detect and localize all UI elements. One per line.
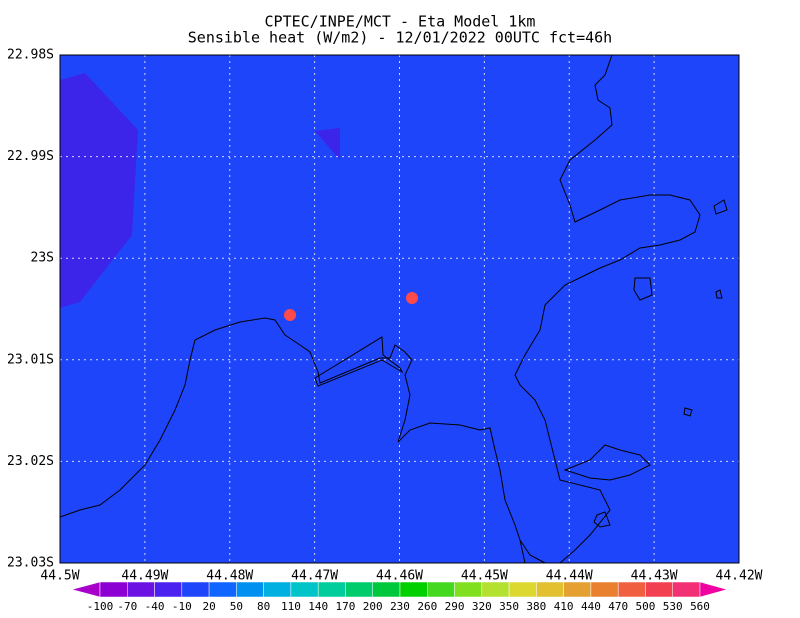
x-tick-label: 44.48W [206, 569, 253, 584]
colorbar-box [99, 581, 128, 598]
colorbar-label: 530 [663, 600, 683, 613]
colorbar-label: 440 [581, 600, 601, 613]
colorbar-label: 560 [690, 600, 710, 613]
colorbar-box [236, 581, 264, 598]
colorbar-box [508, 581, 537, 598]
coastline [59, 317, 526, 564]
colorbar-label: 380 [526, 600, 546, 613]
colorbar-box [154, 581, 183, 598]
colorbar-box [563, 581, 592, 598]
colorbar-box [127, 581, 155, 598]
colorbar-label: 110 [281, 600, 301, 613]
title-line: Sensible heat (W/m2) - 12/01/2022 00UTC … [188, 29, 612, 47]
y-tick-label: 23.02S [7, 454, 54, 469]
colorbar-label: 230 [390, 600, 410, 613]
colorbar: -100 -70 -40 -10 20 50 80 110 140 170 200 230 260 290… [71, 581, 728, 613]
colorbar-box [181, 581, 210, 598]
colorbar-box [617, 581, 646, 598]
coastline [514, 54, 701, 564]
colorbar-label: -100 [87, 600, 114, 613]
colorbar-label: 80 [257, 600, 270, 613]
x-tick-label: 44.47W [291, 569, 338, 584]
colorbar-label: 170 [336, 600, 356, 613]
colorbar-box [208, 581, 237, 598]
field-region [60, 73, 138, 308]
colorbar-box [454, 581, 483, 598]
colorbar-label: 410 [554, 600, 574, 613]
colorbar-box [481, 581, 510, 598]
colorbar-label: 200 [363, 600, 383, 613]
coastline [593, 511, 611, 528]
colorbar-end [699, 581, 728, 598]
colorbar-label: 260 [417, 600, 437, 613]
colorbar-label: 50 [230, 600, 243, 613]
colorbar-box [399, 581, 428, 598]
y-tick-label: 22.99S [7, 149, 54, 164]
coastline [314, 336, 404, 387]
colorbar-box [590, 581, 619, 598]
colorbar-box [536, 581, 564, 598]
map-frame [59, 54, 740, 564]
colorbar-label: 470 [608, 600, 628, 613]
colorbar-label: 500 [636, 600, 656, 613]
colorbar-box [317, 581, 346, 598]
x-tick-label: 44.42W [716, 569, 763, 584]
grid [60, 55, 739, 563]
coastline [633, 277, 653, 301]
colorbar-box [345, 581, 373, 598]
x-tick-label: 44.49W [121, 569, 168, 584]
colorbar-label: -70 [117, 600, 137, 613]
colorbar-label: 140 [308, 600, 328, 613]
colorbar-end [71, 581, 101, 598]
coastline [683, 407, 693, 417]
coastline [713, 199, 728, 215]
colorbar-box [645, 581, 673, 598]
x-tick-label: 44.45W [461, 569, 508, 584]
x-tick-label: 44.44W [546, 569, 593, 584]
x-tick-label: 44.43W [631, 569, 678, 584]
colorbar-label: 320 [472, 600, 492, 613]
site-marker [406, 292, 418, 304]
x-tick-label: 44.5W [40, 569, 79, 584]
colorbar-label: 290 [445, 600, 465, 613]
y-tick-label: 23S [31, 251, 54, 266]
x-tick-label: 44.46W [376, 569, 423, 584]
colorbar-box [290, 581, 319, 598]
title-line: CPTEC/INPE/MCT - Eta Model 1km [265, 13, 536, 31]
colorbar-box [427, 581, 455, 598]
site-marker [284, 309, 296, 321]
coastline [715, 289, 723, 299]
colorbar-box [672, 581, 701, 598]
y-tick-label: 23.01S [7, 352, 54, 367]
y-tick-label: 22.98S [7, 48, 54, 63]
field-region [315, 128, 340, 160]
colorbar-box [263, 581, 292, 598]
colorbar-box [372, 581, 401, 598]
colorbar-label: -40 [145, 600, 165, 613]
coastlines [59, 54, 728, 564]
colorbar-label: 20 [202, 600, 215, 613]
coastline [563, 444, 651, 481]
colorbar-label: 350 [499, 600, 519, 613]
y-tick-label: 23.03S [7, 556, 54, 571]
colorbar-label: -10 [172, 600, 192, 613]
